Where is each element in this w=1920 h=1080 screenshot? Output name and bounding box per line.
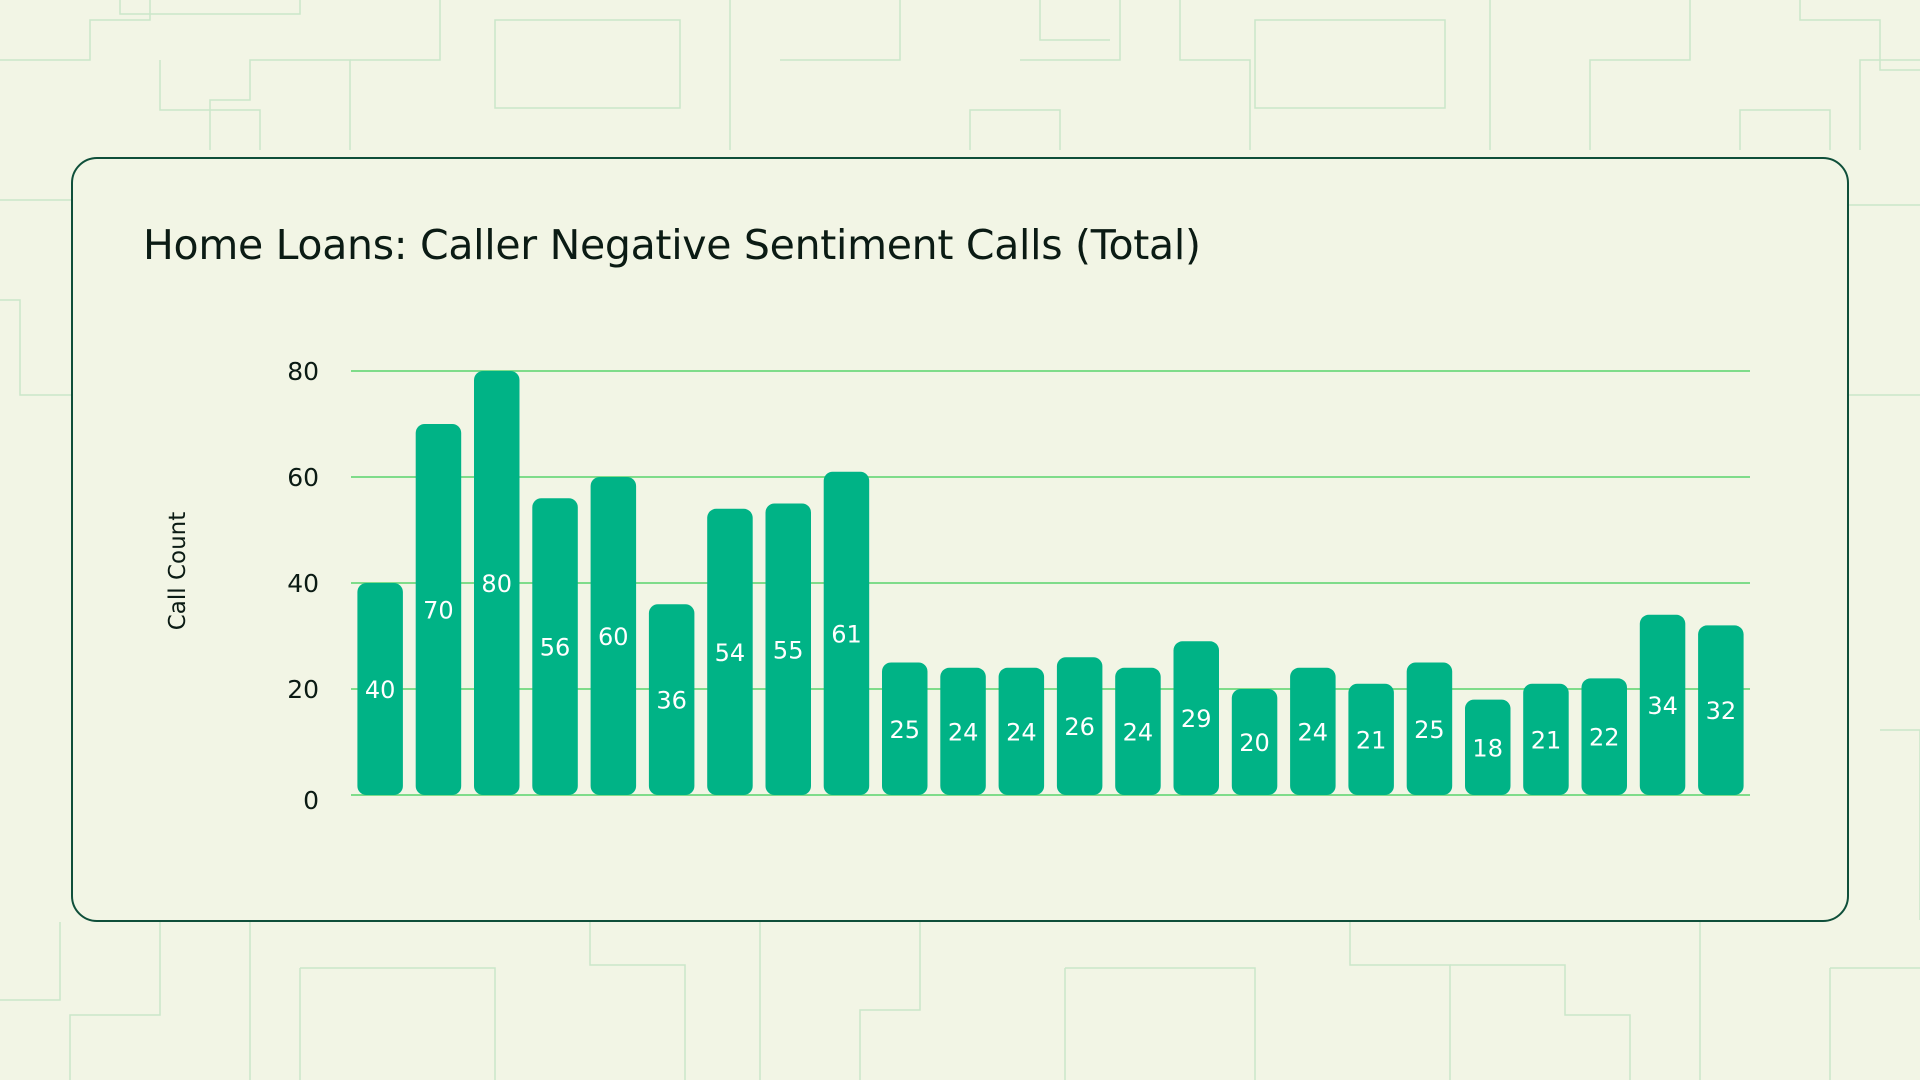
bar-data-label: 24 — [1123, 718, 1154, 746]
bar — [648, 604, 695, 795]
bar — [940, 667, 986, 795]
y-tick-label: 20 — [287, 675, 319, 704]
bar — [1115, 667, 1161, 795]
bar-data-label: 25 — [1414, 716, 1445, 744]
bar-data-label: 34 — [1647, 692, 1678, 720]
bar-data-label: 61 — [831, 620, 862, 648]
y-tick-label: 80 — [287, 357, 319, 386]
bars — [357, 371, 1744, 795]
bar-chart: 0 20 40 60 80 Call Count 40 70 80 56 60 36 54 55 61 2… — [165, 357, 1750, 815]
bar-data-label: 22 — [1589, 724, 1620, 752]
bar — [1290, 667, 1336, 795]
chart-card: Home Loans: Caller Negative Sentiment Ca… — [71, 157, 1849, 922]
gridlines — [351, 370, 1750, 796]
bar — [1523, 683, 1569, 795]
y-axis-ticks: 0 20 40 60 80 — [287, 357, 319, 815]
bar — [707, 508, 753, 795]
bar-data-label: 29 — [1181, 705, 1212, 733]
bar-data-label: 80 — [481, 570, 512, 598]
bar-labels: 40 70 80 56 60 36 54 55 61 25 24 24 26 24 29 20 24 21 25 18… — [365, 570, 1736, 762]
bar-data-label: 56 — [540, 634, 571, 662]
y-tick-label: 0 — [303, 786, 319, 815]
bar-data-label: 36 — [656, 687, 687, 715]
bar — [1231, 689, 1278, 795]
bar-data-label: 18 — [1472, 734, 1503, 762]
bar-data-label: 54 — [715, 639, 746, 667]
bar — [1639, 614, 1686, 795]
bar-data-label: 21 — [1356, 726, 1387, 754]
bar-data-label: 26 — [1064, 713, 1095, 741]
y-tick-label: 60 — [287, 463, 319, 492]
bar — [415, 424, 462, 795]
bar — [998, 667, 1045, 795]
bar-data-label: 24 — [1298, 718, 1329, 746]
bar — [1173, 641, 1219, 795]
chart-title: Home Loans: Caller Negative Sentiment Ca… — [143, 221, 1201, 269]
bar — [1581, 678, 1627, 795]
y-axis-title: Call Count — [165, 512, 191, 631]
bar — [474, 371, 520, 795]
bar — [882, 662, 928, 795]
bar — [1406, 662, 1453, 795]
bar-data-label: 25 — [890, 716, 921, 744]
bar-data-label: 24 — [948, 718, 979, 746]
bar — [357, 583, 403, 795]
bar-data-label: 60 — [598, 623, 629, 651]
bar-data-label: 24 — [1006, 718, 1037, 746]
bar — [532, 498, 578, 795]
bar — [1348, 683, 1394, 795]
y-tick-label: 40 — [287, 569, 319, 598]
bar — [1698, 625, 1744, 795]
bar-data-label: 70 — [423, 597, 454, 625]
bar — [1056, 657, 1103, 795]
bar-data-label: 40 — [365, 676, 396, 704]
bar — [823, 471, 870, 795]
bar-data-label: 32 — [1706, 697, 1737, 725]
bar — [590, 477, 637, 795]
bar-data-label: 55 — [773, 636, 804, 664]
bar — [1465, 699, 1511, 795]
bar — [765, 503, 811, 795]
bar-data-label: 20 — [1239, 729, 1270, 757]
bar-data-label: 21 — [1531, 726, 1562, 754]
